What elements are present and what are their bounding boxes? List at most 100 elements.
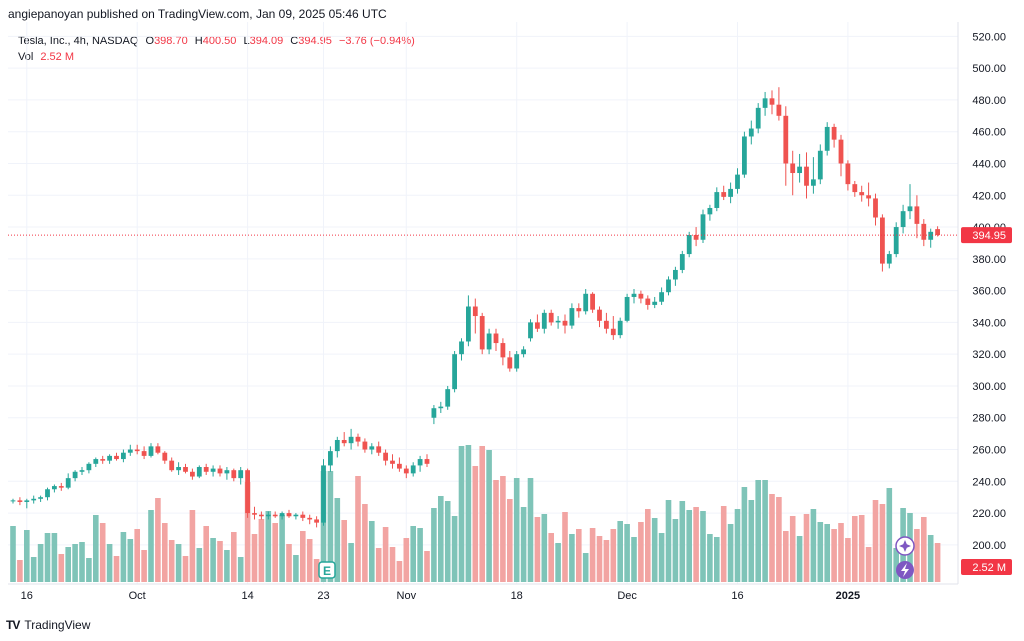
x-tick-label: 23 — [317, 590, 329, 602]
last-price-label: 394.95 — [972, 230, 1006, 242]
candle-body — [707, 207, 713, 215]
volume-bar — [686, 510, 692, 582]
volume-bar — [403, 538, 410, 582]
candle-body — [114, 455, 119, 460]
candle-body — [472, 306, 478, 317]
candle-body — [376, 446, 382, 453]
volume-bar — [520, 507, 527, 582]
candle-body — [748, 128, 754, 137]
open-value: 398.70 — [154, 35, 188, 47]
volume-bar — [934, 543, 941, 582]
candle-body — [535, 322, 540, 329]
symbol-title[interactable]: Tesla, Inc., 4h, NASDAQ — [18, 35, 139, 47]
volume-bar — [458, 446, 465, 582]
candle-body — [714, 192, 720, 208]
volume-bar — [189, 510, 196, 582]
volume-bar — [320, 471, 327, 582]
volume-bar — [17, 560, 23, 582]
candle-body — [569, 308, 575, 326]
candle-body — [493, 333, 499, 344]
candle-body — [93, 459, 99, 464]
tradingview-logo: TV — [6, 618, 20, 632]
candle-body — [314, 519, 319, 523]
volume-bar — [548, 533, 554, 582]
volume-bar — [224, 550, 230, 582]
volume-bar — [162, 523, 168, 582]
candle-body — [79, 470, 85, 472]
candle-body — [217, 468, 223, 474]
volume-bar — [741, 487, 748, 582]
volume-bar — [769, 494, 775, 582]
candle-body — [873, 198, 878, 218]
candle-body — [259, 514, 264, 517]
volume-bar — [562, 512, 568, 582]
candle-body — [914, 206, 920, 224]
volume-bar — [479, 446, 485, 582]
candle-body — [866, 195, 871, 199]
volume-bar — [217, 541, 223, 582]
volume-bar — [327, 471, 334, 582]
volume-bar — [679, 501, 686, 582]
volume-bar — [817, 522, 824, 582]
volume-bar — [714, 537, 720, 582]
volume-bar — [610, 529, 617, 582]
y-tick-label: 280.00 — [972, 413, 1006, 425]
candle-body — [321, 465, 326, 523]
volume-bar — [700, 511, 706, 582]
candle-body — [679, 254, 685, 270]
candle-body — [169, 460, 175, 471]
candle-body — [735, 174, 740, 189]
volume-label: Vol — [18, 51, 34, 63]
candle-body — [590, 293, 595, 310]
change-value: −3.76 (−0.94%) — [338, 35, 415, 47]
candle-body — [245, 470, 250, 514]
candle-body — [528, 322, 533, 339]
candle-body — [886, 254, 892, 264]
low-label: L — [243, 35, 250, 47]
candle-body — [31, 498, 37, 501]
candle-body — [514, 354, 520, 369]
volume-bar — [348, 543, 354, 582]
volume-bar — [127, 539, 134, 582]
candle-body — [397, 463, 402, 469]
last-volume-label: 2.52 M — [972, 562, 1006, 574]
volume-bar — [693, 507, 699, 582]
tradingview-brand[interactable]: TV TradingView — [6, 618, 90, 632]
candle-body — [307, 517, 313, 520]
volume-bar — [651, 518, 658, 582]
candle-body — [328, 451, 333, 466]
volume-bar — [645, 509, 651, 582]
volume-bar — [286, 544, 292, 582]
y-tick-label: 460.00 — [972, 127, 1006, 139]
volume-bar — [244, 482, 251, 582]
candle-body — [555, 320, 561, 323]
y-tick-label: 480.00 — [972, 95, 1006, 107]
volume-bar — [417, 528, 423, 582]
volume-bar — [79, 542, 85, 582]
volume-bar — [914, 529, 920, 582]
volume-bar — [306, 539, 313, 582]
volume-bar — [210, 538, 216, 582]
candle-body — [127, 449, 133, 453]
volume-bar — [258, 519, 265, 582]
volume-bar — [251, 534, 258, 582]
volume-bar — [789, 516, 796, 582]
volume-bar — [624, 524, 630, 582]
volume-bar — [472, 466, 479, 582]
candle-body — [279, 513, 285, 517]
volume-bar — [589, 528, 596, 582]
volume-bar — [10, 526, 16, 582]
volume-bar — [72, 544, 78, 582]
volume-bar — [886, 488, 893, 582]
x-tick-label: 16 — [21, 590, 33, 602]
candle-body — [804, 166, 809, 186]
volume-bar — [168, 540, 175, 582]
candle-body — [293, 514, 299, 517]
candle-body — [755, 107, 761, 129]
candle-body — [452, 354, 457, 390]
earnings-icon[interactable] — [318, 561, 336, 579]
candle-body — [907, 206, 913, 212]
candle-body — [783, 115, 789, 164]
x-tick-label: Nov — [397, 590, 417, 602]
